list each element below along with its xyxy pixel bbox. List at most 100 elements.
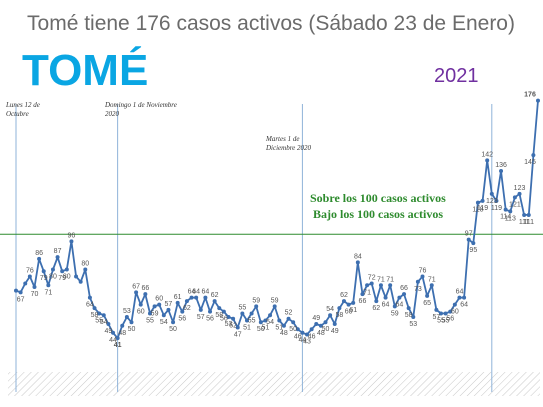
data-point	[14, 288, 18, 293]
data-label: 76	[419, 268, 427, 275]
data-label: 80	[63, 273, 71, 280]
data-label: 71	[363, 289, 371, 296]
data-point	[263, 318, 268, 323]
data-point	[291, 320, 296, 325]
data-label: 71	[386, 276, 394, 283]
data-point	[74, 274, 79, 279]
data-point	[328, 313, 333, 318]
data-label: 61	[174, 294, 182, 301]
data-label: 58	[335, 312, 343, 319]
data-point	[106, 321, 111, 326]
data-point	[37, 256, 42, 261]
data-label: 54	[100, 319, 108, 326]
data-label: 54	[160, 319, 168, 326]
data-point	[341, 299, 346, 304]
data-point	[78, 279, 83, 284]
data-label: 113	[505, 215, 516, 222]
data-point	[272, 304, 277, 309]
data-point	[152, 304, 157, 309]
data-point	[203, 295, 208, 300]
data-point	[50, 267, 55, 272]
data-label: 51	[243, 324, 251, 331]
data-point	[508, 209, 513, 214]
data-point	[180, 309, 185, 314]
data-point	[355, 260, 360, 265]
data-point	[166, 307, 171, 312]
data-label: 119	[477, 205, 488, 212]
data-point	[129, 320, 134, 325]
data-label: 59	[151, 310, 159, 317]
data-label: 64	[192, 289, 200, 296]
data-label: 67	[132, 283, 140, 290]
data-label: 55	[146, 317, 154, 324]
data-label: 111	[523, 219, 534, 226]
data-label: 73	[414, 286, 422, 293]
annotation-domingo-1-noviembre: Domingo 1 de Noviembre 2020	[104, 101, 177, 118]
data-point	[392, 304, 397, 309]
data-point	[531, 153, 536, 158]
data-point	[83, 267, 88, 272]
data-point	[258, 320, 263, 325]
data-point	[429, 283, 434, 288]
data-label: 56	[446, 316, 454, 323]
data-label: 57	[165, 301, 173, 308]
data-point	[406, 306, 411, 311]
data-label: 62	[211, 292, 219, 299]
data-label: 121	[509, 201, 521, 208]
data-label: 65	[423, 300, 431, 307]
data-point	[277, 318, 282, 323]
data-label: 43	[303, 339, 311, 346]
data-label: 119	[491, 205, 502, 212]
data-label: 49	[104, 328, 112, 335]
page-title: Tomé tiene 176 casos activos (Sábado 23 …	[27, 12, 515, 35]
data-label: 55	[437, 317, 445, 324]
data-point	[249, 311, 254, 316]
data-label: 60	[155, 296, 163, 303]
data-label: 50	[169, 326, 177, 333]
data-label: 46	[294, 333, 302, 340]
data-point	[147, 311, 152, 316]
data-point	[499, 168, 504, 173]
data-label: 145	[524, 159, 536, 166]
data-point	[434, 307, 439, 312]
data-label: 64	[382, 302, 390, 309]
data-label: 62	[372, 305, 380, 312]
data-label: 55	[95, 317, 103, 324]
data-point	[512, 195, 517, 200]
data-label: 114	[500, 214, 511, 221]
data-point	[120, 323, 125, 328]
data-point	[318, 323, 323, 328]
data-label: 59	[271, 297, 279, 304]
data-label: 46	[308, 333, 316, 340]
data-label: 60	[451, 309, 459, 316]
data-point	[452, 302, 457, 307]
data-point	[231, 316, 236, 321]
data-point	[489, 191, 494, 196]
data-label: 71	[377, 276, 385, 283]
data-label: 70	[31, 291, 39, 298]
data-point	[494, 198, 499, 203]
data-point	[360, 292, 365, 297]
data-point	[485, 158, 490, 163]
data-label: 51	[275, 324, 283, 331]
data-point	[189, 295, 194, 300]
data-point	[138, 302, 143, 307]
data-point	[374, 299, 379, 304]
data-label: 50	[128, 326, 136, 333]
data-label: 58	[215, 312, 223, 319]
data-label: 97	[465, 231, 473, 238]
data-label: 87	[54, 248, 62, 255]
data-point	[157, 302, 162, 307]
data-point	[517, 191, 522, 196]
data-point	[221, 309, 226, 314]
data-point	[23, 281, 28, 286]
year-label: 2021	[434, 65, 479, 87]
data-label: 50	[322, 326, 330, 333]
data-point	[397, 295, 402, 300]
data-label: 44	[299, 337, 307, 344]
data-point	[124, 314, 129, 319]
data-point	[351, 300, 356, 305]
data-point	[254, 304, 259, 309]
data-point	[134, 290, 139, 295]
